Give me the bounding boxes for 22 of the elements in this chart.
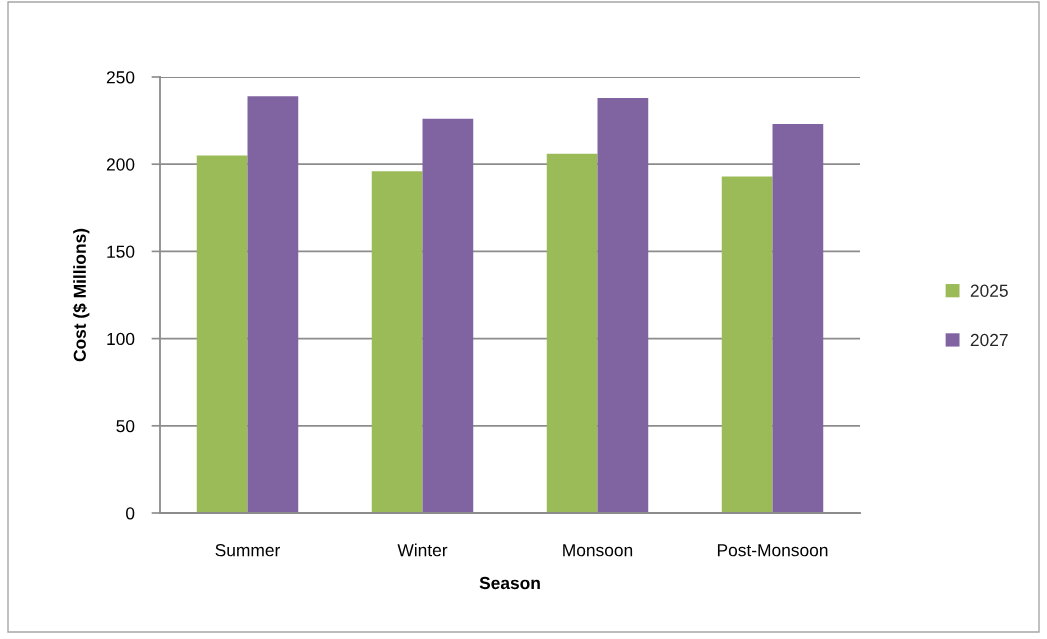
x-tick-label: Post-Monsoon [717,544,828,557]
y-tick-label: 100 [107,332,135,346]
bar [721,176,773,513]
bar [546,153,598,513]
legend-label: 2025 [970,284,1008,297]
x-tick-label: Monsoon [563,544,633,557]
y-axis-title: Cost ($ Millions) [72,228,90,362]
y-tick-label: 200 [106,158,135,171]
y-tick-label: 50 [116,419,135,433]
bar [772,124,824,513]
x-axis-title: Season [479,576,540,590]
y-tick-label: 250 [106,71,135,84]
y-tick-label: 0 [126,507,135,520]
x-tick-label: Winter [397,543,448,557]
bar [196,155,248,513]
bar [371,171,423,513]
y-tick-label: 150 [107,245,135,258]
bar [247,96,299,513]
bar [422,118,474,513]
bar [597,97,649,513]
x-tick-label: Summer [215,544,281,557]
legend-label: 2027 [970,333,1008,347]
